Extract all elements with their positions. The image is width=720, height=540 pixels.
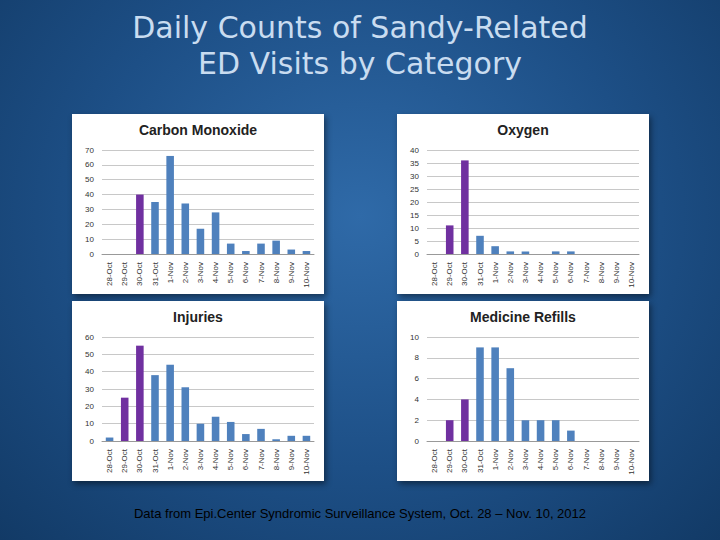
svg-text:20: 20: [410, 198, 419, 207]
svg-text:10: 10: [410, 224, 419, 233]
svg-text:4-Nov: 4-Nov: [211, 449, 220, 470]
svg-text:30-Oct: 30-Oct: [460, 261, 469, 286]
svg-text:7-Nov: 7-Nov: [582, 262, 591, 283]
svg-text:0: 0: [415, 250, 420, 259]
svg-text:2-Nov: 2-Nov: [506, 262, 515, 283]
svg-text:6: 6: [415, 374, 420, 383]
svg-text:28-Oct: 28-Oct: [105, 261, 114, 286]
svg-text:25: 25: [410, 185, 419, 194]
svg-text:5-Nov: 5-Nov: [551, 449, 560, 470]
svg-text:30-Oct: 30-Oct: [460, 448, 469, 473]
svg-text:31-Oct: 31-Oct: [476, 261, 485, 286]
svg-text:15: 15: [410, 211, 419, 220]
svg-text:10-Nov: 10-Nov: [302, 262, 311, 288]
svg-text:8-Nov: 8-Nov: [272, 449, 281, 470]
svg-text:1-Nov: 1-Nov: [491, 449, 500, 470]
svg-text:5: 5: [415, 237, 420, 246]
svg-text:7-Nov: 7-Nov: [257, 262, 266, 283]
svg-text:Medicine Refills: Medicine Refills: [470, 309, 576, 325]
svg-text:8-Nov: 8-Nov: [597, 449, 606, 470]
svg-text:20: 20: [85, 220, 94, 229]
svg-text:5-Nov: 5-Nov: [226, 449, 235, 470]
svg-text:6-Nov: 6-Nov: [566, 449, 575, 470]
svg-text:4-Nov: 4-Nov: [211, 262, 220, 283]
svg-text:31-Oct: 31-Oct: [151, 261, 160, 286]
svg-text:Oxygen: Oxygen: [497, 122, 548, 138]
svg-text:70: 70: [85, 146, 94, 155]
svg-text:0: 0: [415, 437, 420, 446]
svg-text:4-Nov: 4-Nov: [536, 449, 545, 470]
svg-text:60: 60: [85, 333, 94, 342]
svg-text:29-Oct: 29-Oct: [120, 261, 129, 286]
svg-text:Injuries: Injuries: [173, 309, 223, 325]
svg-text:40: 40: [85, 190, 94, 199]
svg-text:30-Oct: 30-Oct: [135, 261, 144, 286]
svg-text:5-Nov: 5-Nov: [226, 262, 235, 283]
svg-text:28-Oct: 28-Oct: [430, 261, 439, 286]
svg-text:2: 2: [415, 416, 420, 425]
svg-text:2-Nov: 2-Nov: [181, 449, 190, 470]
svg-text:3-Nov: 3-Nov: [196, 262, 205, 283]
svg-text:2-Nov: 2-Nov: [181, 262, 190, 283]
svg-text:0: 0: [90, 250, 95, 259]
svg-text:30-Oct: 30-Oct: [135, 448, 144, 473]
svg-text:28-Oct: 28-Oct: [105, 448, 114, 473]
svg-text:9-Nov: 9-Nov: [287, 449, 296, 470]
svg-text:28-Oct: 28-Oct: [430, 448, 439, 473]
svg-text:3-Nov: 3-Nov: [521, 262, 530, 283]
svg-text:6-Nov: 6-Nov: [241, 449, 250, 470]
svg-text:4: 4: [415, 395, 420, 404]
svg-text:1-Nov: 1-Nov: [166, 262, 175, 283]
svg-text:30: 30: [85, 385, 94, 394]
svg-text:10: 10: [410, 333, 419, 342]
svg-text:31-Oct: 31-Oct: [476, 448, 485, 473]
svg-text:3-Nov: 3-Nov: [196, 449, 205, 470]
svg-text:3-Nov: 3-Nov: [521, 449, 530, 470]
svg-text:60: 60: [85, 160, 94, 169]
svg-text:10-Nov: 10-Nov: [627, 262, 636, 288]
svg-text:9-Nov: 9-Nov: [612, 449, 621, 470]
svg-text:40: 40: [85, 367, 94, 376]
svg-text:10-Nov: 10-Nov: [302, 449, 311, 475]
svg-text:50: 50: [85, 175, 94, 184]
svg-text:10: 10: [85, 235, 94, 244]
svg-text:6-Nov: 6-Nov: [241, 262, 250, 283]
svg-text:8: 8: [415, 353, 420, 362]
svg-text:4-Nov: 4-Nov: [536, 262, 545, 283]
svg-text:9-Nov: 9-Nov: [612, 262, 621, 283]
svg-text:20: 20: [85, 402, 94, 411]
html-text:Data from Epi.Center Syndromic: Data from Epi.Center Syndromic Surveilla…: [134, 506, 586, 521]
html-text:Daily Counts of Sandy-Related: Daily Counts of Sandy-Related ED Visits …: [132, 10, 588, 81]
svg-text:29-Oct: 29-Oct: [445, 261, 454, 286]
svg-text:30: 30: [85, 205, 94, 214]
svg-text:7-Nov: 7-Nov: [257, 449, 266, 470]
svg-text:1-Nov: 1-Nov: [491, 262, 500, 283]
svg-text:Carbon Monoxide: Carbon Monoxide: [139, 122, 257, 138]
svg-text:50: 50: [85, 350, 94, 359]
svg-text:0: 0: [90, 437, 95, 446]
svg-text:31-Oct: 31-Oct: [151, 448, 160, 473]
svg-text:8-Nov: 8-Nov: [272, 262, 281, 283]
svg-text:40: 40: [410, 146, 419, 155]
svg-text:2-Nov: 2-Nov: [506, 449, 515, 470]
svg-text:35: 35: [410, 159, 419, 168]
svg-text:29-Oct: 29-Oct: [120, 448, 129, 473]
svg-text:5-Nov: 5-Nov: [551, 262, 560, 283]
svg-text:10-Nov: 10-Nov: [627, 449, 636, 475]
svg-text:6-Nov: 6-Nov: [566, 262, 575, 283]
svg-text:9-Nov: 9-Nov: [287, 262, 296, 283]
svg-text:1-Nov: 1-Nov: [166, 449, 175, 470]
svg-text:30: 30: [410, 172, 419, 181]
svg-text:7-Nov: 7-Nov: [582, 449, 591, 470]
svg-text:29-Oct: 29-Oct: [445, 448, 454, 473]
svg-text:10: 10: [85, 419, 94, 428]
svg-text:8-Nov: 8-Nov: [597, 262, 606, 283]
